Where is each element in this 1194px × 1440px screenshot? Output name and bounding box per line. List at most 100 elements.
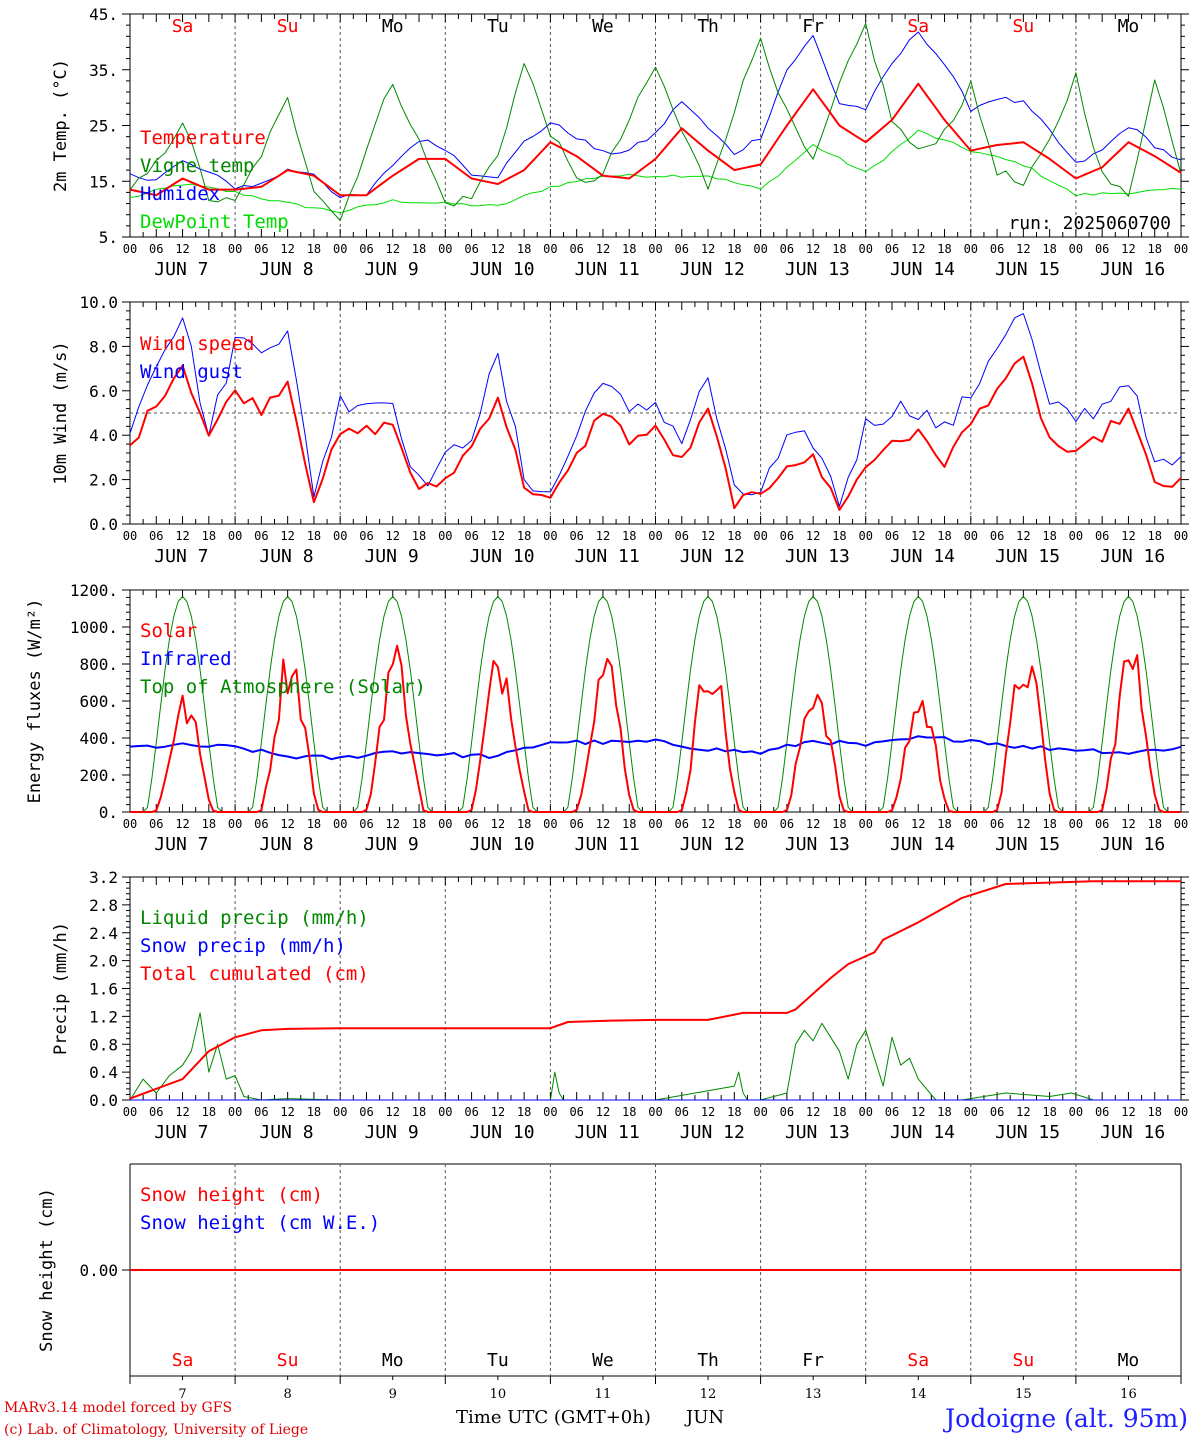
y-tick-label: 0.4 [89, 1063, 118, 1082]
date-label: JUN 14 [890, 259, 955, 280]
y-axis-label: Precip (mm/h) [51, 922, 71, 1055]
day-name-label: Sa [172, 16, 194, 37]
y-axis-label: 10m Wind (m/s) [51, 341, 71, 484]
hour-tick-label: 12 [1121, 817, 1135, 831]
day-name-label: Su [1013, 1350, 1035, 1371]
y-tick-label: 0.0 [89, 1091, 118, 1110]
series-line-total-cumulated [129, 880, 1181, 1100]
hour-tick-label: 00 [1174, 817, 1188, 831]
series-line-temperature [129, 82, 1182, 197]
hour-tick-label: 18 [1042, 1105, 1056, 1119]
date-label: JUN 14 [890, 1122, 955, 1143]
legend-label: Top of Atmosphere (Solar) [140, 676, 426, 698]
y-tick-label: 10.0 [79, 293, 118, 312]
hour-tick-label: 12 [175, 817, 189, 831]
y-axis-label: Snow height (cm) [37, 1188, 57, 1352]
x-axis-title: Time UTC (GMT+0h) [456, 1407, 651, 1428]
hour-tick-label: 12 [175, 529, 189, 543]
hour-tick-label: 18 [622, 1105, 636, 1119]
y-tick-label: 800. [79, 655, 118, 674]
date-label: JUN 10 [470, 546, 535, 567]
hour-tick-label: 00 [648, 1105, 662, 1119]
hour-tick-label: 12 [596, 817, 610, 831]
date-label: JUN 16 [1100, 834, 1165, 855]
hour-tick-label: 12 [386, 1105, 400, 1119]
hour-tick-label: 18 [307, 817, 321, 831]
hour-tick-label: 06 [149, 817, 163, 831]
date-label: JUN 15 [995, 1122, 1060, 1143]
legend-label: Solar [140, 620, 197, 642]
hour-tick-label: 06 [885, 1105, 899, 1119]
date-label: JUN 16 [1100, 546, 1165, 567]
hour-tick-label: 06 [1095, 242, 1109, 256]
hour-tick-label: 00 [438, 1105, 452, 1119]
hour-tick-label: 12 [911, 242, 925, 256]
date-label: JUN 13 [785, 1122, 850, 1143]
hour-tick-label: 18 [937, 1105, 951, 1119]
day-name-label: Su [277, 1350, 299, 1371]
hour-tick-label: 06 [885, 817, 899, 831]
hour-tick-label: 18 [937, 529, 951, 543]
day-name-label: Mo [1118, 1350, 1140, 1371]
hour-tick-label: 00 [228, 1105, 242, 1119]
hour-tick-label: 18 [202, 529, 216, 543]
legend-label: Vigne temp [140, 155, 254, 177]
hour-tick-label: 06 [149, 242, 163, 256]
hour-tick-label: 06 [359, 529, 373, 543]
hour-tick-label: 18 [1147, 529, 1161, 543]
hour-tick-label: 12 [596, 242, 610, 256]
hour-tick-label: 00 [964, 817, 978, 831]
hour-tick-label: 00 [648, 529, 662, 543]
date-label: JUN 7 [154, 1122, 208, 1143]
date-label: JUN 9 [364, 259, 418, 280]
hour-tick-label: 12 [1121, 529, 1135, 543]
hour-tick-label: 06 [464, 817, 478, 831]
y-tick-label: 600. [79, 692, 118, 711]
y-tick-label: 3.2 [89, 868, 118, 887]
day-number-label: 8 [284, 1387, 292, 1402]
hour-tick-label: 00 [753, 529, 767, 543]
hour-tick-label: 12 [280, 529, 294, 543]
hour-tick-label: 12 [806, 529, 820, 543]
legend-label: Infrared [140, 648, 232, 670]
hour-tick-label: 12 [1016, 529, 1030, 543]
hour-tick-label: 00 [123, 242, 137, 256]
hour-tick-label: 12 [1121, 242, 1135, 256]
date-label: JUN 9 [364, 834, 418, 855]
date-label: JUN 8 [259, 1122, 313, 1143]
hour-tick-label: 00 [1069, 529, 1083, 543]
y-tick-label: 2.0 [89, 952, 118, 971]
hour-tick-label: 12 [596, 529, 610, 543]
hour-tick-label: 12 [806, 817, 820, 831]
series-line-infrared [129, 735, 1182, 761]
day-name-label: Mo [1118, 16, 1140, 37]
run-label: run: 2025060700 [1008, 213, 1171, 234]
day-name-label: Fr [802, 16, 824, 37]
hour-tick-label: 18 [1147, 1105, 1161, 1119]
hour-tick-label: 12 [911, 817, 925, 831]
hour-tick-label: 06 [990, 242, 1004, 256]
series-line-vigne-temp [129, 22, 1182, 221]
hour-tick-label: 00 [1174, 1105, 1188, 1119]
hour-tick-label: 00 [753, 817, 767, 831]
date-label: JUN 7 [154, 834, 208, 855]
y-tick-label: 0.0 [89, 515, 118, 534]
hour-tick-label: 06 [675, 529, 689, 543]
hour-tick-label: 06 [780, 1105, 794, 1119]
panel-4: 0.0 0.4 0.8 1.2 1.6 2.0 2.4 2.8 3.2 00 06 12 18 00 06 1… [51, 868, 1189, 1143]
date-label: JUN 11 [575, 259, 640, 280]
hour-tick-label: 18 [307, 529, 321, 543]
day-name-label: Mo [382, 16, 404, 37]
hour-tick-label: 12 [1016, 817, 1030, 831]
hour-tick-label: 00 [858, 817, 872, 831]
hour-tick-label: 12 [386, 817, 400, 831]
hour-tick-label: 00 [1069, 817, 1083, 831]
hour-tick-label: 18 [517, 1105, 531, 1119]
hour-tick-label: 18 [412, 1105, 426, 1119]
date-label: JUN 11 [575, 546, 640, 567]
hour-tick-label: 06 [254, 1105, 268, 1119]
hour-tick-label: 18 [832, 242, 846, 256]
hour-tick-label: 06 [990, 817, 1004, 831]
day-name-label: Su [1013, 16, 1035, 37]
legend-label: Liquid precip (mm/h) [140, 907, 369, 929]
